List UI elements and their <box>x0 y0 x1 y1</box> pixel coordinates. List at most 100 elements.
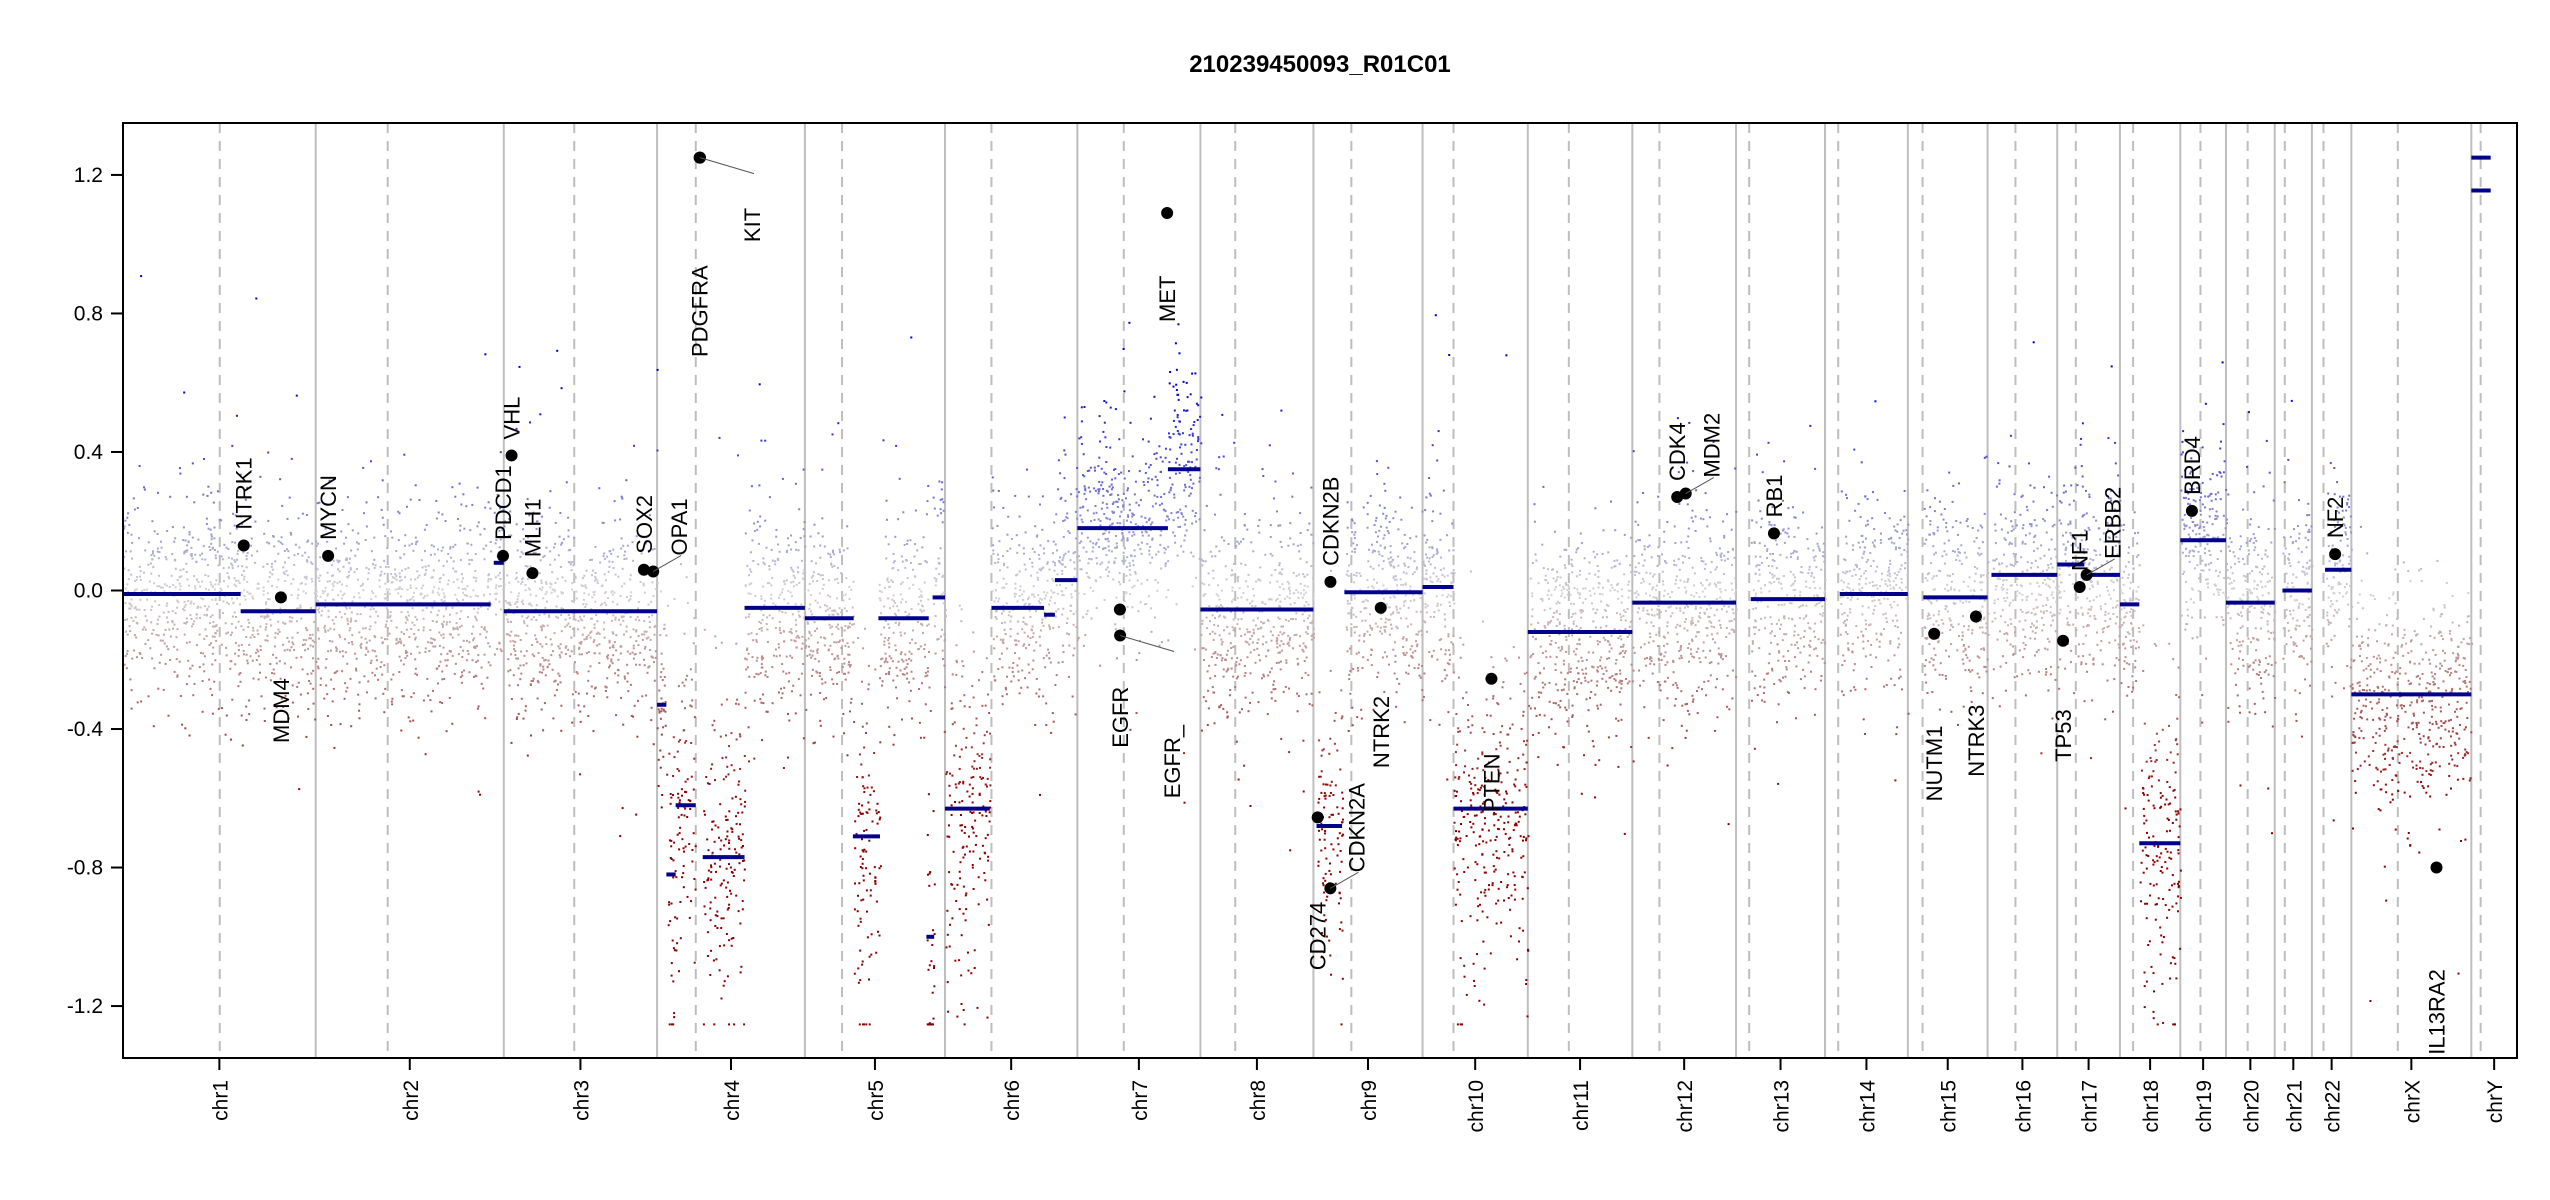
probe-point <box>477 654 480 657</box>
probe-point <box>741 833 744 836</box>
probe-point <box>1031 636 1034 638</box>
probe-point <box>1005 602 1008 605</box>
probe-point <box>1298 644 1301 647</box>
probe-point <box>197 605 199 608</box>
probe-point <box>1214 555 1217 558</box>
probe-point <box>279 478 282 481</box>
probe-point <box>1188 434 1191 437</box>
probe-point <box>921 546 924 549</box>
probe-point <box>1003 628 1006 631</box>
probe-point <box>237 654 240 657</box>
probe-point <box>1217 594 1220 597</box>
probe-point <box>509 604 512 606</box>
probe-point <box>565 645 568 648</box>
probe-point <box>241 744 244 747</box>
probe-point <box>427 641 430 644</box>
probe-point <box>693 716 696 719</box>
probe-point <box>643 591 646 594</box>
probe-point <box>865 867 867 870</box>
probe-point <box>1116 522 1119 525</box>
probe-point <box>640 552 643 555</box>
probe-point <box>1235 740 1238 743</box>
probe-point <box>570 569 573 572</box>
probe-point <box>693 617 696 620</box>
probe-point <box>542 556 545 559</box>
probe-point <box>295 394 298 397</box>
probe-point <box>564 646 567 649</box>
probe-point <box>254 561 257 564</box>
probe-point <box>802 572 805 575</box>
probe-point <box>676 750 679 753</box>
probe-point <box>974 819 977 822</box>
probe-point <box>861 960 864 963</box>
probe-point <box>690 678 693 681</box>
probe-point <box>771 559 774 562</box>
probe-point <box>1036 534 1039 537</box>
probe-point <box>1042 547 1045 550</box>
probe-point <box>158 585 161 588</box>
probe-point <box>747 615 750 618</box>
probe-point <box>669 857 672 859</box>
probe-point <box>993 506 995 509</box>
probe-point <box>554 521 557 524</box>
probe-point <box>819 719 822 722</box>
probe-point <box>445 623 448 626</box>
probe-point <box>1085 613 1088 616</box>
probe-point <box>207 588 210 591</box>
probe-point <box>1204 560 1207 563</box>
probe-point <box>351 529 354 532</box>
probe-point <box>176 599 179 602</box>
probe-point <box>1154 475 1157 478</box>
probe-point <box>493 511 496 514</box>
probe-point <box>299 582 302 585</box>
probe-point <box>1089 490 1092 493</box>
probe-point <box>124 619 127 621</box>
probe-point <box>1180 513 1183 516</box>
probe-point <box>728 863 730 866</box>
probe-point <box>623 677 626 680</box>
probe-point <box>267 598 269 600</box>
probe-point <box>187 599 190 602</box>
probe-point <box>441 625 444 628</box>
probe-point <box>1061 559 1064 561</box>
probe-point <box>355 657 358 660</box>
probe-point <box>282 643 285 646</box>
probe-point <box>240 714 243 717</box>
probe-point <box>212 621 215 624</box>
probe-point <box>856 910 859 913</box>
probe-point <box>1233 563 1236 565</box>
probe-point <box>774 563 777 566</box>
probe-point <box>1302 642 1305 645</box>
probe-point <box>1139 601 1142 604</box>
probe-point <box>743 868 746 871</box>
probe-point <box>1071 583 1074 586</box>
probe-point <box>1042 566 1045 569</box>
probe-point <box>716 915 719 918</box>
probe-point <box>1292 472 1294 475</box>
probe-point <box>1209 620 1211 623</box>
probe-point <box>586 692 588 695</box>
probe-point <box>288 620 291 623</box>
probe-point <box>785 551 788 554</box>
probe-point <box>313 641 316 644</box>
probe-point <box>1248 630 1251 633</box>
probe-point <box>446 652 449 655</box>
probe-point <box>234 626 237 629</box>
probe-point <box>269 679 272 682</box>
probe-point <box>928 964 931 967</box>
probe-point <box>409 720 412 723</box>
probe-point <box>372 592 375 595</box>
probe-point <box>866 910 868 913</box>
probe-point <box>284 561 286 564</box>
probe-point <box>1289 592 1291 595</box>
probe-point <box>636 735 639 738</box>
probe-point <box>1059 497 1062 500</box>
probe-point <box>1138 470 1141 473</box>
probe-point <box>711 820 714 823</box>
probe-point <box>803 590 806 593</box>
probe-point <box>985 657 988 660</box>
probe-point <box>931 991 934 994</box>
probe-point <box>865 889 868 892</box>
probe-point <box>1080 442 1083 445</box>
probe-point <box>716 910 719 913</box>
